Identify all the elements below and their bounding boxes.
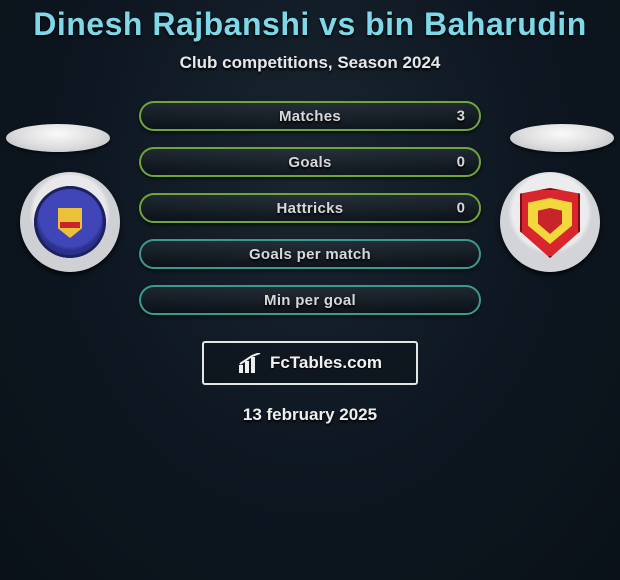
player-slot-left-ellipse (6, 124, 110, 152)
stat-row-hattricks: Hattricks 0 (139, 193, 481, 223)
comparison-card: Dinesh Rajbanshi vs bin Baharudin Club c… (0, 0, 620, 580)
date-label: 13 february 2025 (0, 405, 620, 425)
stat-right-value: 0 (457, 200, 465, 217)
stat-label: Hattricks (277, 200, 344, 217)
club-crest-right (500, 172, 600, 272)
stat-label: Goals (288, 154, 331, 171)
stat-right-value: 0 (457, 154, 465, 171)
bars-icon (238, 353, 264, 373)
brand-badge: FcTables.com (202, 341, 418, 385)
player-slot-right-ellipse (510, 124, 614, 152)
stat-label: Min per goal (264, 292, 356, 309)
stat-row-min-per-goal: Min per goal (139, 285, 481, 315)
stat-row-matches: Matches 3 (139, 101, 481, 131)
brand-text: FcTables.com (270, 353, 382, 373)
page-title: Dinesh Rajbanshi vs bin Baharudin (0, 6, 620, 43)
stat-label: Matches (279, 108, 341, 125)
club-crest-right-shield-icon (520, 188, 580, 258)
stat-row-goals: Goals 0 (139, 147, 481, 177)
subtitle: Club competitions, Season 2024 (0, 53, 620, 73)
club-crest-left (20, 172, 120, 272)
stat-row-goals-per-match: Goals per match (139, 239, 481, 269)
stat-label: Goals per match (249, 246, 371, 263)
club-crest-left-shield-icon (58, 208, 82, 238)
stat-right-value: 3 (457, 108, 465, 125)
